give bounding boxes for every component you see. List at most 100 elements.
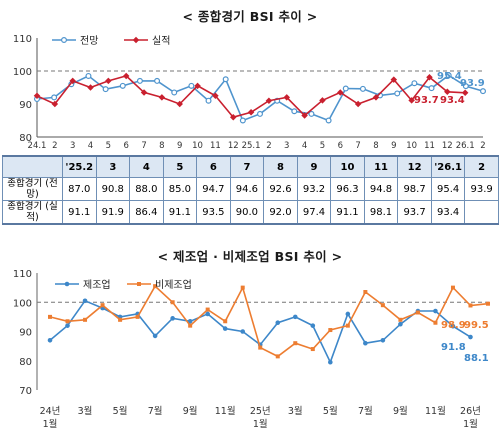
actual-point: [408, 97, 415, 104]
manufacturing-point: [170, 316, 175, 321]
manufacturing-point: [222, 326, 228, 331]
y-tick-label: 110: [13, 34, 32, 45]
table-row-label: 종합경기 (실 적): [2, 200, 63, 225]
table-header-cell: '25.2: [62, 155, 97, 178]
table-cell: [464, 200, 499, 225]
actual-point: [229, 113, 237, 121]
table-cell: 98.1: [363, 200, 399, 225]
data-label: 93.7: [414, 95, 439, 106]
table-cell: 93.2: [296, 177, 332, 201]
table-cell: 86.4: [129, 200, 164, 225]
table-cell: 85.0: [162, 177, 198, 201]
forecast-point: [51, 94, 58, 101]
x-tick-label: 3: [70, 141, 75, 151]
x-tick-label: 3월: [78, 405, 93, 417]
x-tick-label: 2: [480, 141, 485, 151]
legend-marker-nonmanufacturing: [137, 282, 141, 286]
data-label: 98.9: [441, 320, 466, 331]
table-row: 종합경기 (실 적) 91.1 91.9 86.4 91.1 93.5 90.0 92.0 97…: [2, 200, 499, 225]
nonmanufacturing-point: [100, 303, 105, 308]
table-header-cell: 6: [196, 155, 231, 178]
forecast-point: [480, 88, 487, 95]
x-tick-label: 2: [52, 141, 57, 151]
x-tick-label: 5: [106, 141, 111, 151]
nonmanufacturing-point: [450, 285, 455, 290]
forecast-point: [205, 97, 212, 104]
legend-marker-manufacturing: [64, 281, 70, 287]
nonmanufacturing-point: [118, 317, 123, 322]
legend-label-actual: 실적: [152, 35, 170, 47]
forecast-point: [308, 110, 315, 117]
nonmanufacturing-point: [486, 301, 490, 306]
nonmanufacturing-point: [188, 323, 193, 328]
manufacturing-point: [380, 337, 386, 343]
x-tick-label: 1월: [463, 418, 478, 430]
actual-point: [283, 94, 291, 101]
forecast-point: [136, 77, 143, 84]
manufacturing-point: [152, 333, 158, 339]
nonmanufacturing-point: [328, 328, 333, 333]
data-label: 93.4: [440, 95, 465, 106]
x-tick-label: 6: [123, 141, 128, 151]
nonmanufacturing-point: [48, 314, 52, 319]
x-tick-label: 3: [284, 141, 289, 151]
chart2-title: < 제조업 · 비제조업 BSI 추이 >: [157, 249, 343, 264]
table-cell: 94.6: [229, 177, 265, 201]
y-tick-label: 90: [19, 100, 32, 111]
nonmanufacturing-point: [380, 303, 385, 308]
nonmanufacturing-point: [310, 347, 315, 352]
manufacturing-point: [187, 318, 193, 324]
table-cell: 90.8: [95, 177, 131, 201]
forecast-point: [171, 89, 178, 96]
y-tick-label: 110: [13, 269, 32, 280]
actual-point: [337, 89, 344, 96]
data-label: 95.4: [437, 71, 462, 82]
table-row-label: 종합경기 (전 망): [2, 177, 63, 201]
forecast-point: [85, 72, 92, 79]
forecast-point: [222, 76, 229, 83]
nonmanufacturing-point: [293, 341, 298, 346]
actual-point: [194, 82, 201, 90]
forecast-point: [325, 117, 332, 124]
table-cell: 92.6: [263, 177, 298, 201]
forecast-point: [359, 85, 366, 92]
actual-point: [87, 84, 94, 91]
y-tick-label: 100: [13, 298, 32, 309]
table-header-cell: 7: [229, 155, 265, 178]
table-cell: 87.0: [62, 177, 97, 201]
actual-point: [122, 72, 130, 80]
x-tick-label: 12: [228, 141, 239, 151]
forecast-point: [411, 80, 418, 87]
nonmanufacturing-point: [240, 285, 245, 290]
table-cell: 94.7: [196, 177, 231, 201]
table-cell: 93.5: [196, 200, 231, 225]
x-tick-label: 24년: [40, 406, 61, 417]
x-tick-label: 7: [355, 141, 360, 151]
table-header-cell: 12: [397, 155, 432, 178]
nonmanufacturing-point: [258, 345, 263, 350]
manufacturing-point: [468, 334, 473, 340]
forecast-point: [154, 77, 161, 84]
x-tick-label: 9월: [393, 405, 408, 417]
data-label: 99.5: [464, 320, 489, 331]
table-header-cell: 2: [464, 155, 499, 178]
nonmanufacturing-point: [170, 300, 175, 305]
y-tick-label: 70: [19, 386, 32, 397]
table-header-cell: 5: [162, 155, 198, 178]
manufacturing-point: [205, 311, 210, 317]
nonmanufacturing-point: [83, 317, 88, 322]
series-line-manufacturing: [49, 299, 471, 365]
forecast-point: [428, 85, 435, 92]
x-tick-label: 1월: [253, 418, 268, 430]
x-tick-label: 5월: [323, 405, 338, 417]
manufacturing-point: [65, 323, 70, 328]
forecast-point: [239, 117, 246, 124]
forecast-point: [119, 82, 126, 89]
x-tick-label: 4: [88, 141, 93, 151]
actual-point: [247, 108, 255, 116]
x-tick-label: 9: [177, 141, 182, 151]
nonmanufacturing-point: [153, 284, 158, 289]
nonmanufacturing-point: [135, 314, 140, 319]
manufacturing-point: [398, 321, 403, 327]
